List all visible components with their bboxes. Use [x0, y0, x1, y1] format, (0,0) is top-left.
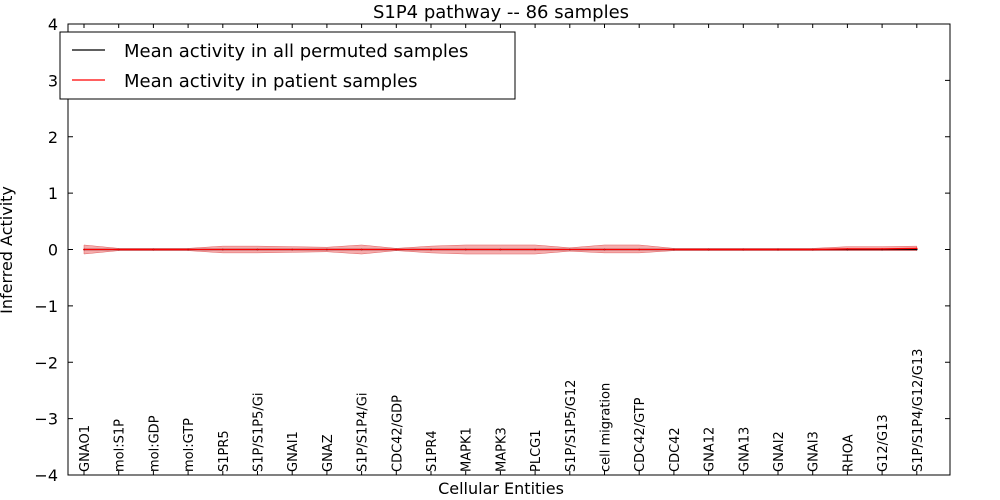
patient-point [222, 248, 224, 251]
patient-point [187, 248, 189, 251]
x-tick-label: S1P/S1P5/Gi [252, 393, 267, 472]
patient-point [638, 248, 640, 251]
y-tick-label: 3 [48, 71, 58, 90]
y-axis-label: Inferred Activity [0, 186, 16, 314]
x-tick-label: MAPK3 [494, 427, 509, 472]
patient-point [742, 248, 745, 251]
patient-point [117, 248, 120, 251]
legend-box [59, 31, 516, 100]
x-tick-label: CDC42 [668, 427, 683, 472]
y-tick-label: 4 [48, 15, 58, 34]
patient-point [534, 248, 536, 251]
x-tick-label: PLCG1 [529, 429, 544, 472]
patient-point [707, 248, 710, 251]
x-axis: GNAO1 mol:S1P mol:GDP mol:GTP S1PR5 S1P/S1P5/… [78, 24, 926, 475]
patient-point [83, 248, 85, 251]
x-tick-label: CDC42/GDP [390, 395, 405, 472]
x-axis-label: Cellular Entities [438, 479, 564, 498]
patient-point [256, 248, 259, 251]
y-axis: 4 3 2 1 0 −1 −2 −3 −4 [34, 15, 950, 485]
x-tick-label: S1P/S1P4/G12/G13 [911, 349, 926, 472]
patient-point [881, 248, 883, 250]
x-tick-label: S1P/S1P5/G12 [564, 380, 579, 472]
x-tick-label: GNAO1 [78, 425, 93, 472]
x-tick-label: mol:GDP [147, 415, 162, 472]
patient-point [430, 248, 432, 251]
x-tick-label: S1PR5 [217, 430, 232, 472]
x-tick-label: cell migration [599, 383, 614, 472]
y-tick-label: −2 [34, 353, 58, 372]
patient-point [811, 248, 814, 251]
patient-point [291, 248, 294, 251]
y-tick-label: 0 [48, 241, 58, 260]
y-tick-label: −4 [34, 466, 58, 485]
legend-patient-label: Mean activity in patient samples [124, 71, 418, 92]
x-tick-label: GNA12 [703, 427, 718, 472]
y-tick-label: −1 [34, 297, 58, 316]
x-tick-label: MAPK1 [460, 427, 475, 472]
patient-point [395, 248, 398, 251]
x-tick-label: GNA13 [737, 427, 752, 472]
x-tick-label: GNAI2 [772, 431, 787, 472]
x-tick-label: mol:S1P [113, 419, 128, 472]
x-tick-label: GNAZ [321, 434, 336, 472]
patient-point [464, 248, 467, 251]
y-tick-label: −3 [34, 410, 58, 429]
x-tick-label: S1P/S1P4/Gi [356, 393, 371, 472]
patient-point [569, 248, 571, 251]
patient-point [326, 248, 328, 251]
patient-point [846, 248, 849, 250]
y-tick-label: 1 [48, 184, 58, 203]
x-tick-label: RHOA [841, 434, 856, 472]
x-tick-label: GNAI1 [286, 431, 301, 472]
x-tick-label: S1PR4 [425, 430, 440, 472]
patient-point [916, 247, 918, 250]
x-tick-label: G12/G13 [876, 414, 891, 472]
patient-point [603, 248, 606, 251]
patient-point [499, 248, 502, 251]
x-tick-label: mol:GTP [182, 418, 197, 472]
patient-point [152, 248, 155, 251]
legend-permuted-label: Mean activity in all permuted samples [124, 41, 468, 62]
patient-point [360, 248, 363, 251]
y-tick-label: 2 [48, 128, 58, 147]
patient-point [673, 248, 675, 251]
patient-point [777, 248, 779, 251]
permuted-point [916, 248, 918, 251]
plot-area [83, 244, 918, 255]
chart-title: S1P4 pathway -- 86 samples [373, 2, 629, 23]
legend: Mean activity in all permuted samples Me… [59, 31, 516, 100]
x-tick-label: CDC42/GTP [633, 397, 648, 472]
x-tick-label: GNAI3 [807, 431, 822, 472]
